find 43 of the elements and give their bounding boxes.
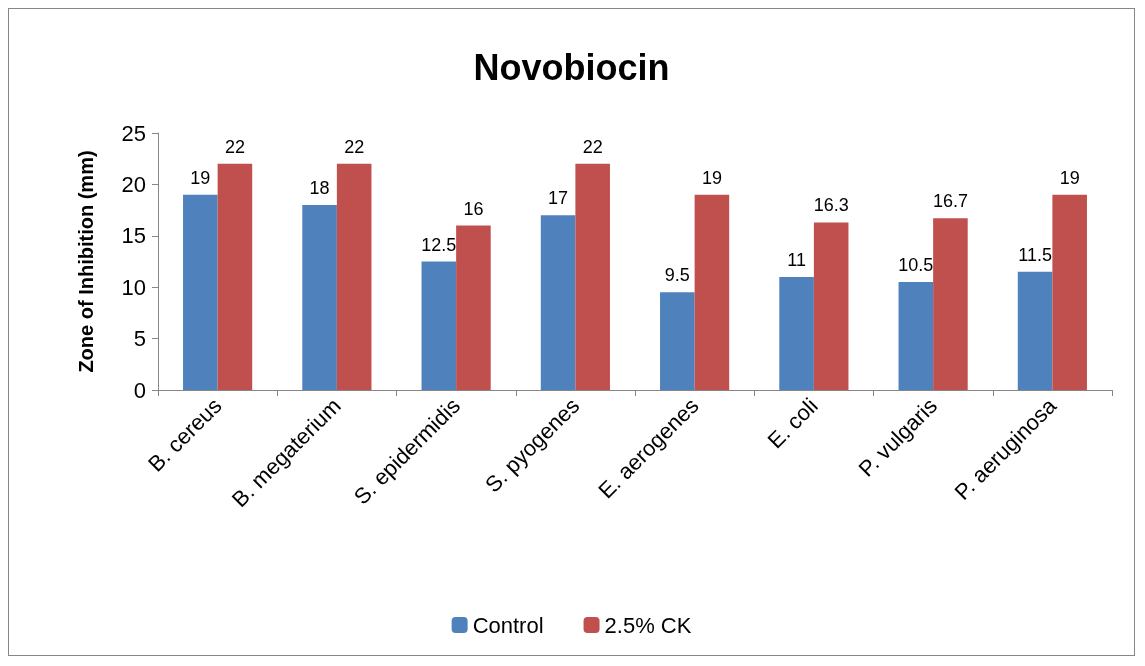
bar: [217, 163, 253, 390]
bar: [898, 282, 934, 390]
data-label: 10.5: [898, 255, 934, 276]
data-label: 12.5: [421, 234, 457, 255]
bar: [779, 276, 814, 390]
bar: [421, 261, 457, 390]
data-label: 18: [309, 177, 330, 198]
data-label: 16.7: [932, 191, 968, 212]
bar: [336, 163, 372, 390]
data-label: 22: [344, 136, 365, 157]
data-label: 11: [787, 249, 806, 270]
data-label: 19: [701, 167, 722, 188]
data-label: 11.5: [1018, 244, 1052, 265]
data-label: 9.5: [664, 265, 690, 286]
data-label: 16: [463, 198, 484, 219]
bar: [575, 163, 610, 390]
data-label: 19: [1059, 167, 1080, 188]
bar: [660, 292, 695, 390]
data-label: 22: [224, 136, 245, 157]
data-label: 17: [548, 188, 569, 209]
y-tick-label: 5: [133, 326, 146, 352]
legend-label: 2.5% CK: [604, 612, 692, 638]
chart-title: Novobiocin: [473, 46, 670, 88]
bar: [1052, 194, 1087, 390]
bar: [540, 215, 576, 390]
bar: [933, 218, 968, 390]
y-axis-title: Zone of Inhibition (mm): [75, 150, 97, 373]
legend-label: Control: [472, 612, 544, 638]
y-tick-label: 0: [133, 377, 146, 403]
bar: [694, 194, 730, 390]
y-tick-label: 25: [121, 120, 146, 146]
data-label: 22: [582, 136, 603, 157]
y-tick-label: 15: [121, 223, 146, 249]
x-tick-label: E. coli: [762, 393, 823, 454]
y-tick-label: 10: [121, 274, 146, 300]
bar: [183, 194, 218, 390]
bar: [302, 204, 337, 390]
data-label: 19: [190, 167, 211, 188]
bar: [456, 225, 491, 390]
bar: [1017, 271, 1053, 390]
y-tick-label: 20: [121, 171, 146, 197]
bar: [813, 222, 849, 390]
data-label: 16.3: [813, 195, 849, 216]
